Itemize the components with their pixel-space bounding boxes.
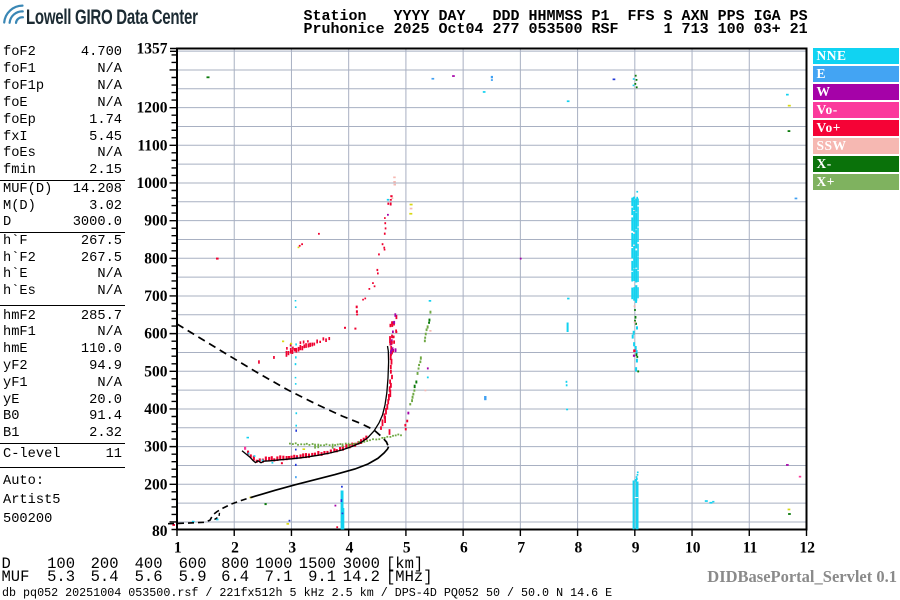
svg-text:700: 700: [144, 288, 168, 305]
svg-text:6: 6: [460, 540, 468, 557]
svg-text:1200: 1200: [137, 100, 168, 117]
svg-text:9: 9: [632, 540, 640, 557]
svg-text:1000: 1000: [137, 175, 168, 192]
svg-text:5: 5: [403, 540, 411, 557]
svg-text:400: 400: [144, 401, 168, 418]
svg-text:80: 80: [152, 523, 168, 540]
svg-text:1: 1: [174, 540, 182, 557]
svg-text:300: 300: [144, 439, 168, 456]
svg-text:4: 4: [346, 540, 354, 557]
svg-text:200: 200: [144, 476, 168, 493]
svg-text:900: 900: [144, 213, 168, 230]
svg-text:1100: 1100: [137, 137, 167, 154]
svg-text:2: 2: [231, 540, 239, 557]
svg-text:800: 800: [144, 250, 168, 267]
svg-text:3: 3: [288, 540, 296, 557]
svg-text:7: 7: [517, 540, 525, 557]
svg-text:1357: 1357: [137, 41, 168, 58]
svg-text:10: 10: [685, 540, 701, 557]
svg-text:12: 12: [800, 540, 816, 557]
svg-text:600: 600: [144, 326, 168, 343]
svg-text:11: 11: [743, 540, 758, 557]
svg-text:500: 500: [144, 363, 168, 380]
svg-text:8: 8: [575, 540, 583, 557]
